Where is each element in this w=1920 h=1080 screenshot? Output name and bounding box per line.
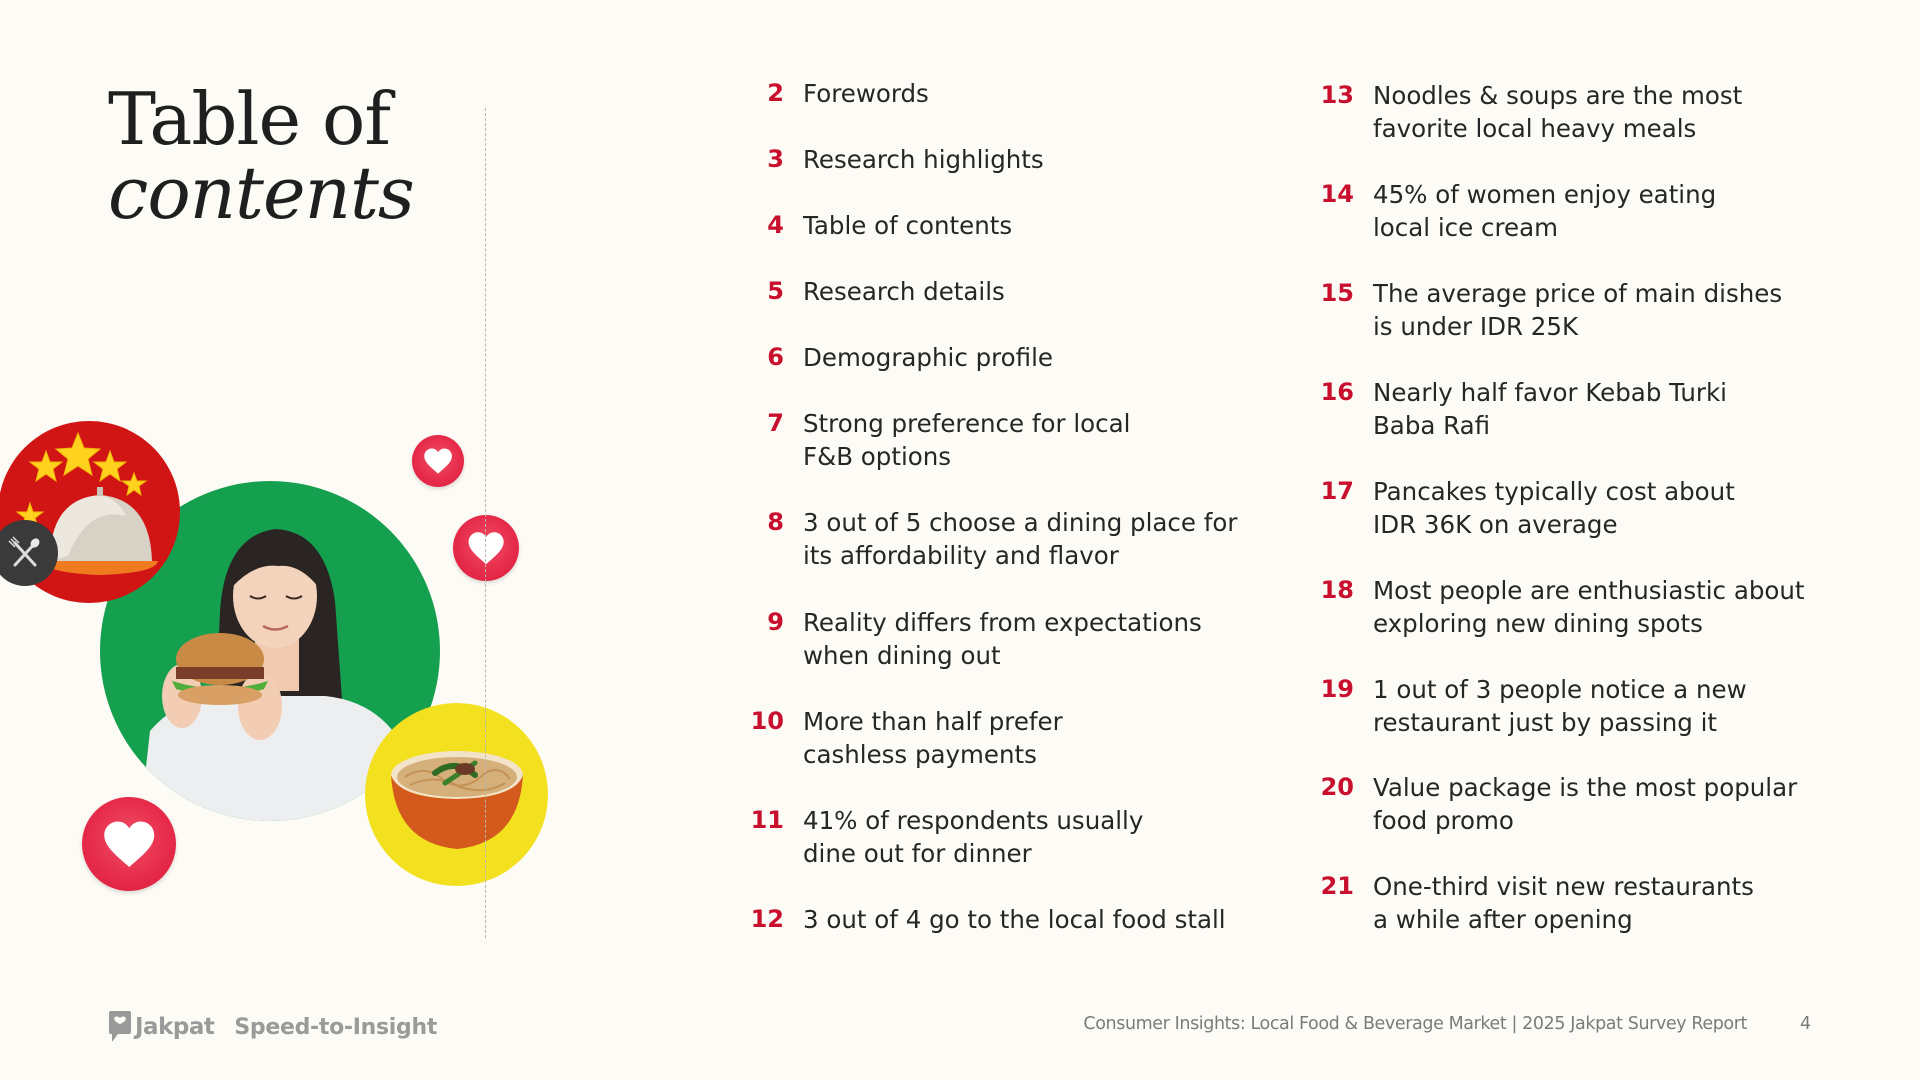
toc-item[interactable]: 14 45% of women enjoy eating local ice c… (1310, 178, 1870, 244)
toc-item[interactable]: 4 Table of contents (740, 209, 1300, 242)
toc-item[interactable]: 21 One-third visit new restaurants a whi… (1310, 870, 1870, 936)
toc-entry-title: Research details (803, 277, 1005, 306)
toc-page-number: 12 (750, 905, 784, 933)
toc-item[interactable]: 5 Research details (740, 275, 1300, 308)
toc-page-number: 20 (1320, 773, 1354, 801)
toc-item[interactable]: 17 Pancakes typically cost about IDR 36K… (1310, 475, 1870, 541)
page-title: Table of contents (108, 77, 415, 235)
toc-entry-title: More than half prefer cashless payments (803, 707, 1063, 769)
toc-item[interactable]: 2 Forewords (740, 77, 1300, 110)
fork-spoon-badge (0, 520, 58, 586)
footer-brand: Jakpat Speed-to-Insight (108, 1010, 437, 1044)
toc-entry-title: 3 out of 4 go to the local food stall (803, 905, 1226, 934)
toc-item[interactable]: 19 1 out of 3 people notice a new restau… (1310, 673, 1870, 739)
toc-entry-title: Nearly half favor Kebab Turki Baba Rafi (1373, 378, 1727, 440)
rating-stars-cloche-icon (15, 431, 158, 575)
toc-page-number: 4 (767, 211, 784, 239)
toc-page-number: 6 (767, 343, 784, 371)
heart-icon (104, 821, 154, 867)
toc-item[interactable]: 6 Demographic profile (740, 341, 1300, 374)
toc-item[interactable]: 20 Value package is the most popular foo… (1310, 771, 1870, 837)
vertical-divider (485, 108, 486, 938)
toc-item[interactable]: 15 The average price of main dishes is u… (1310, 277, 1870, 343)
toc-entry-title: 45% of women enjoy eating local ice crea… (1373, 180, 1717, 242)
toc-page-number: 3 (767, 145, 784, 173)
heart-icon (424, 448, 452, 474)
heart-badge-large (82, 797, 176, 891)
toc-entry-title: Most people are enthusiastic about explo… (1373, 576, 1805, 638)
toc-item[interactable]: 7 Strong preference for local F&B option… (740, 407, 1300, 473)
toc-page-number: 15 (1320, 279, 1354, 307)
toc-entry-title: One-third visit new restaurants a while … (1373, 872, 1754, 934)
fork-spoon-icon (8, 536, 40, 567)
noodle-bowl-badge (365, 703, 548, 886)
toc-item[interactable]: 10 More than half prefer cashless paymen… (740, 705, 1300, 771)
toc-page-number: 8 (767, 508, 784, 536)
toc-entry-title: Pancakes typically cost about IDR 36K on… (1373, 477, 1735, 539)
toc-entry-title: Forewords (803, 79, 929, 108)
title-line-1: Table of (108, 77, 391, 161)
toc-item[interactable]: 12 3 out of 4 go to the local food stall (740, 903, 1300, 936)
illustration-cluster (0, 0, 560, 1080)
toc-page-number: 7 (767, 409, 784, 437)
title-line-2: contents (108, 151, 415, 235)
toc-page-number: 11 (750, 806, 784, 834)
toc-entry-title: Noodles & soups are the most favorite lo… (1373, 81, 1743, 143)
toc-entry-title: The average price of main dishes is unde… (1373, 279, 1783, 341)
toc-entry-title: 41% of respondents usually dine out for … (803, 806, 1144, 868)
brand-name: Jakpat (135, 1014, 215, 1040)
toc-entry-title: Value package is the most popular food p… (1373, 773, 1798, 835)
toc-page-number: 18 (1320, 576, 1354, 604)
brand-tagline: Speed-to-Insight (234, 1014, 438, 1040)
toc-page-number: 17 (1320, 477, 1354, 505)
toc-entry-title: Table of contents (803, 211, 1013, 240)
toc-item[interactable]: 3 Research highlights (740, 143, 1300, 176)
toc-entry-title: Strong preference for local F&B options (803, 409, 1131, 471)
toc-item[interactable]: 11 41% of respondents usually dine out f… (740, 804, 1300, 870)
report-title: Consumer Insights: Local Food & Beverage… (1083, 1014, 1747, 1034)
toc-page-number: 9 (767, 608, 784, 636)
heart-badge-medium (453, 515, 519, 581)
jakpat-logo-icon (109, 1011, 131, 1042)
toc-entry-title: Demographic profile (803, 343, 1053, 372)
woman-eating-burger-icon (140, 529, 410, 821)
heart-badge-small (412, 435, 464, 487)
toc-entry-title: Research highlights (803, 145, 1044, 174)
toc-page-number: 16 (1320, 378, 1354, 406)
toc-item[interactable]: 13 Noodles & soups are the most favorite… (1310, 79, 1870, 145)
toc-page-number: 5 (767, 277, 784, 305)
toc-page-number: 2 (767, 79, 784, 107)
toc-entry-title: 1 out of 3 people notice a new restauran… (1373, 675, 1747, 737)
toc-item[interactable]: 8 3 out of 5 choose a dining place for i… (740, 506, 1300, 572)
toc-item[interactable]: 18 Most people are enthusiastic about ex… (1310, 574, 1870, 640)
toc-page-number: 10 (750, 707, 784, 735)
toc-page-number: 19 (1320, 675, 1354, 703)
page-number: 4 (1800, 1014, 1812, 1034)
toc-entry-title: Reality differs from expectations when d… (803, 608, 1202, 670)
toc-page-number: 13 (1320, 81, 1354, 109)
toc-entry-title: 3 out of 5 choose a dining place for its… (803, 508, 1238, 570)
toc-item[interactable]: 9 Reality differs from expectations when… (740, 606, 1300, 672)
toc-page-number: 14 (1320, 180, 1354, 208)
toc-page-number: 21 (1320, 872, 1354, 900)
toc-item[interactable]: 16 Nearly half favor Kebab Turki Baba Ra… (1310, 376, 1870, 442)
noodle-bowl-icon (391, 751, 523, 849)
